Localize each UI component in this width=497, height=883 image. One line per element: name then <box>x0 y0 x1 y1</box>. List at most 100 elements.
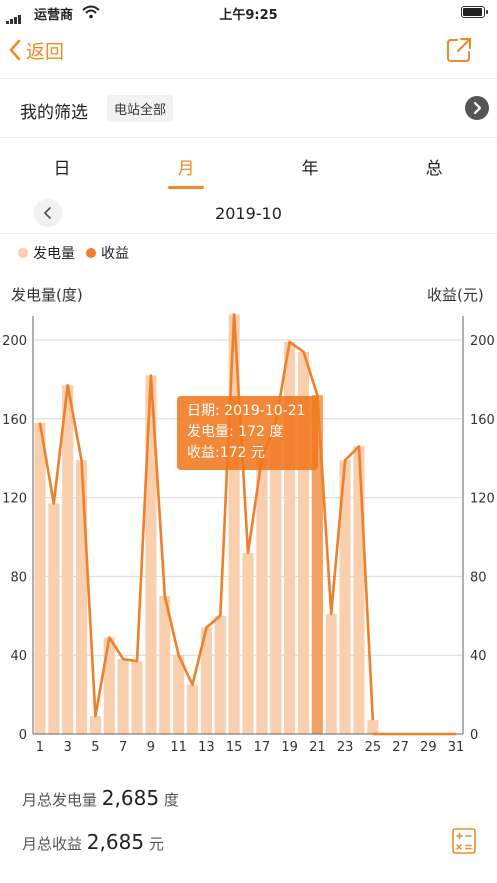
current-period-label: 2019-10 <box>215 204 282 223</box>
right-axis-title: 收益(元) <box>427 286 484 304</box>
bar <box>34 422 46 734</box>
bar <box>48 503 60 734</box>
y-tick-label-right: 200 <box>470 334 495 349</box>
legend-item-energy[interactable]: 发电量 <box>18 243 75 263</box>
y-tick-label-right: 120 <box>470 492 495 507</box>
x-tick-label: 11 <box>170 740 187 755</box>
energy-summary-unit: 度 <box>163 791 179 809</box>
y-tick-label-left: 80 <box>10 570 27 585</box>
monthly-income-summary: 月总收益 2,685 元 <box>22 830 164 854</box>
tooltip-income: 收益:172 元 <box>187 445 265 461</box>
y-tick-label-left: 40 <box>10 649 27 664</box>
left-axis-title: 发电量(度) <box>11 286 83 304</box>
filter-label: 我的筛选 <box>20 103 88 123</box>
income-summary-unit: 元 <box>148 835 164 853</box>
x-tick-label: 5 <box>91 740 99 755</box>
bar <box>62 385 74 734</box>
bar <box>325 613 337 734</box>
x-tick-label: 29 <box>420 740 437 755</box>
y-tick-label-left: 160 <box>2 413 27 428</box>
bar <box>353 446 365 734</box>
bar <box>200 627 212 734</box>
tab-year[interactable]: 年 <box>301 159 319 179</box>
bar <box>339 460 351 734</box>
income-summary-label: 月总收益 <box>22 835 83 853</box>
x-tick-label: 23 <box>337 740 354 755</box>
period-tabs: 日 月 年 总 <box>0 138 497 190</box>
bar <box>103 637 115 734</box>
x-tick-label: 17 <box>254 740 271 755</box>
x-tick-label: 19 <box>281 740 298 755</box>
bar <box>297 351 310 734</box>
bar <box>270 422 282 734</box>
bar <box>256 458 268 734</box>
legend-label-income: 收益 <box>101 246 129 262</box>
bar <box>173 655 185 734</box>
bar <box>145 375 157 734</box>
tab-total[interactable]: 总 <box>425 159 443 179</box>
bar <box>367 720 379 734</box>
x-tick-label: 25 <box>365 740 382 755</box>
x-tick-label: 27 <box>392 740 409 755</box>
energy-summary-label: 月总发电量 <box>22 791 98 809</box>
x-tick-label: 1 <box>36 740 44 755</box>
y-tick-label-left: 200 <box>2 334 27 349</box>
active-tab-indicator <box>168 186 204 189</box>
date-row: 2019-10 <box>0 193 497 234</box>
carrier-label: 运营商 <box>34 8 74 23</box>
bar <box>159 596 171 734</box>
calculator-icon[interactable] <box>452 828 476 854</box>
legend-item-income[interactable]: 收益 <box>86 243 129 263</box>
tab-day[interactable]: 日 <box>53 159 71 179</box>
bar <box>89 716 101 734</box>
bar <box>242 552 254 734</box>
battery-icon <box>461 6 488 18</box>
tab-month[interactable]: 月 <box>177 159 195 179</box>
x-tick-label: 31 <box>448 740 465 755</box>
signal-icon <box>6 9 22 24</box>
y-tick-label-right: 80 <box>470 570 487 585</box>
status-bar: 运营商 上午9:25 <box>0 0 497 24</box>
chart-legend: 发电量 收益 <box>18 243 140 263</box>
x-tick-label: 13 <box>198 740 215 755</box>
tooltip-energy: 发电量: 172 度 <box>187 424 284 440</box>
clock: 上午9:25 <box>219 8 278 23</box>
bar <box>228 314 240 734</box>
legend-swatch-income <box>86 248 96 258</box>
y-tick-label-right: 40 <box>470 649 487 664</box>
nav-bar: 返回 <box>0 24 497 79</box>
wifi-icon <box>82 5 100 19</box>
bar <box>186 684 199 734</box>
monthly-energy-summary: 月总发电量 2,685 度 <box>22 786 179 810</box>
filter-row[interactable]: 我的筛选 电站全部 <box>0 79 497 138</box>
x-tick-label: 15 <box>226 740 243 755</box>
bar <box>214 615 226 734</box>
income-line <box>38 313 375 721</box>
x-tick-label: 3 <box>64 740 72 755</box>
energy-summary-value: 2,685 <box>101 786 160 810</box>
chevron-left-icon <box>44 207 51 219</box>
legend-label-energy: 发电量 <box>33 246 75 262</box>
prev-period-button[interactable] <box>34 199 62 227</box>
y-tick-label-right: 160 <box>470 413 495 428</box>
y-tick-label-right: 0 <box>470 728 478 743</box>
share-icon[interactable] <box>445 36 473 64</box>
x-tick-label: 7 <box>119 740 127 755</box>
x-tick-label: 21 <box>309 740 326 755</box>
chevron-right-icon[interactable] <box>465 96 489 120</box>
bar <box>311 395 323 734</box>
chevron-left-icon <box>9 39 21 61</box>
bar <box>76 460 88 734</box>
income-summary-value: 2,685 <box>86 830 145 854</box>
legend-swatch-energy <box>18 248 28 258</box>
y-tick-label-left: 120 <box>2 492 27 507</box>
filter-tag[interactable]: 电站全部 <box>107 95 174 122</box>
x-tick-label: 9 <box>147 740 155 755</box>
bar <box>117 659 129 734</box>
chart-tooltip: 日期: 2019-10-21 发电量: 172 度 收益:172 元 <box>177 396 318 470</box>
bar <box>131 661 143 734</box>
tooltip-date: 日期: 2019-10-21 <box>187 403 306 419</box>
y-tick-label-left: 0 <box>19 728 27 743</box>
back-button[interactable]: 返回 <box>8 35 64 65</box>
